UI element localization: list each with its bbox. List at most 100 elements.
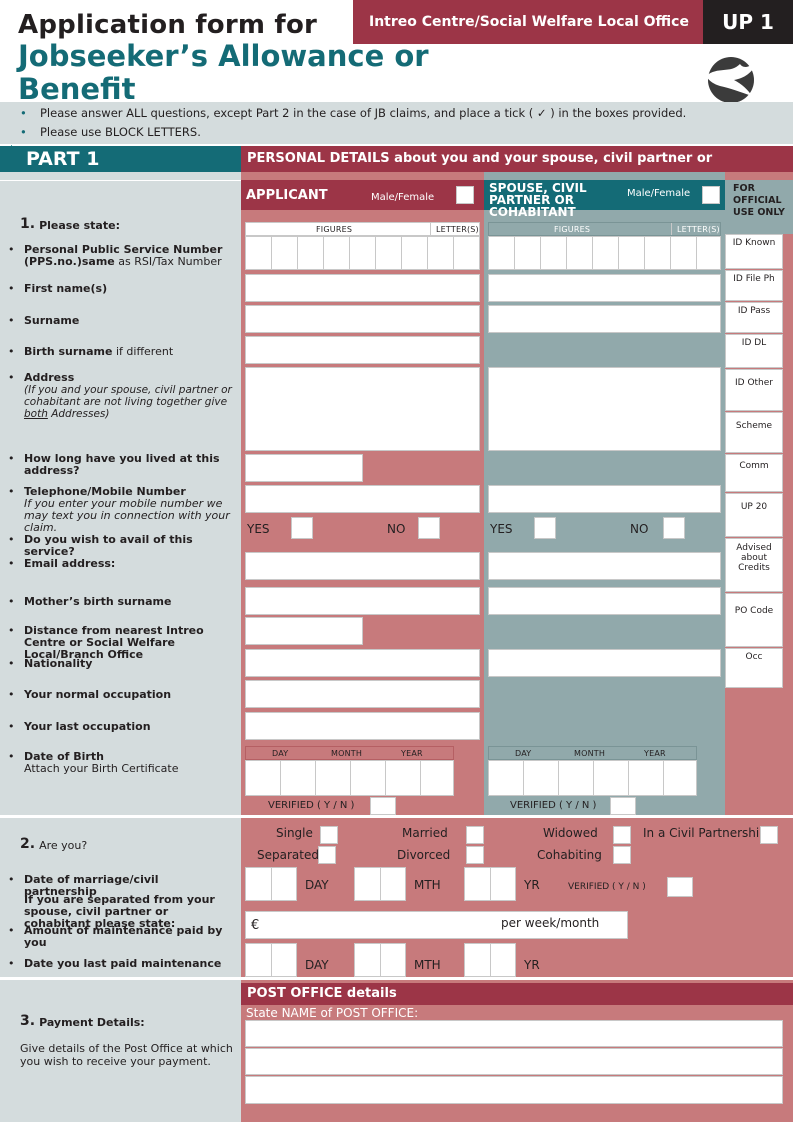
spouse-surname[interactable] xyxy=(488,305,721,333)
applicant-pps-boxes[interactable] xyxy=(245,236,480,270)
cohabiting-checkbox[interactable] xyxy=(613,846,631,864)
label-normal-occupation: • Your normal occupation xyxy=(8,688,172,701)
marriage-month-label: MTH xyxy=(414,878,441,892)
applicant-email[interactable] xyxy=(245,552,480,580)
part1-label: PART 1 xyxy=(0,146,241,172)
spouse-pps-boxes[interactable] xyxy=(488,236,721,270)
applicant-nationality[interactable] xyxy=(245,649,480,677)
maintenance-year-boxes[interactable] xyxy=(464,943,516,977)
applicant-gender-label: Male/Female xyxy=(371,192,435,203)
label-marriage-date: • Date of marriage/civil partnership xyxy=(8,873,159,898)
post-office-name-line3[interactable] xyxy=(245,1076,783,1104)
maintenance-amount-field[interactable]: € per week/month xyxy=(245,911,628,939)
official-advised-credits[interactable]: Advised about Credits xyxy=(725,538,783,592)
label-first-name: • First name(s) xyxy=(8,282,108,295)
spouse-mother-surname[interactable] xyxy=(488,587,721,615)
divorced-checkbox[interactable] xyxy=(466,846,484,864)
applicant-header xyxy=(241,180,484,210)
spouse-gender-label: Male/Female xyxy=(627,188,691,199)
label-surname: • Surname xyxy=(8,314,80,327)
official-id-dl[interactable]: ID DL xyxy=(725,334,783,368)
marriage-year-boxes[interactable] xyxy=(464,867,516,901)
label-last-occupation: • Your last occupation xyxy=(8,720,151,733)
applicant-no-label: NO xyxy=(387,522,406,536)
spouse-email[interactable] xyxy=(488,552,721,580)
marriage-month-boxes[interactable] xyxy=(354,867,406,901)
applicant-birth-surname[interactable] xyxy=(245,336,480,364)
widowed-label: Widowed xyxy=(543,826,598,840)
official-scheme[interactable]: Scheme xyxy=(725,412,783,453)
label-pps: • Personal Public Service Number (PPS.no.… xyxy=(8,243,223,268)
official-id-known[interactable]: ID Known xyxy=(725,234,783,269)
civil-partnership-checkbox[interactable] xyxy=(760,826,778,844)
q1-heading: 1. Please state: xyxy=(20,216,120,232)
spouse-dob-boxes[interactable] xyxy=(488,760,697,796)
spouse-gender-box[interactable] xyxy=(702,186,720,204)
spouse-verified-box[interactable] xyxy=(610,797,636,815)
official-comm[interactable]: Comm xyxy=(725,454,783,492)
applicant-verified-box[interactable] xyxy=(370,797,396,815)
separated-checkbox[interactable] xyxy=(318,846,336,864)
spouse-pps-header: FIGURES LETTER(S) xyxy=(488,222,721,236)
marriage-day-label: DAY xyxy=(305,878,329,892)
maintenance-day-label: DAY xyxy=(305,958,329,972)
post-office-name-line1[interactable] xyxy=(245,1020,783,1047)
department-logo xyxy=(700,52,762,104)
label-avail: • Do you wish to avail of this service? xyxy=(8,533,193,558)
applicant-surname[interactable] xyxy=(245,305,480,333)
official-up20[interactable]: UP 20 xyxy=(725,493,783,537)
label-how-long: • How long have you lived at this address… xyxy=(8,452,220,477)
official-id-pass[interactable]: ID Pass xyxy=(725,302,783,333)
office-banner: Intreo Centre/Social Welfare Local Offic… xyxy=(353,0,703,44)
post-office-name-line2[interactable] xyxy=(245,1048,783,1075)
maintenance-year-label: YR xyxy=(524,958,540,972)
question-column xyxy=(0,172,241,1122)
spouse-nationality[interactable] xyxy=(488,649,721,677)
spouse-verified-label: VERIFIED ( Y / N ) xyxy=(510,800,597,811)
official-po-code[interactable]: PO Code xyxy=(725,593,783,647)
part1-heading: PERSONAL DETAILS about you and your spou… xyxy=(241,146,793,192)
widowed-checkbox[interactable] xyxy=(613,826,631,844)
single-label: Single xyxy=(276,826,313,840)
marriage-day-boxes[interactable] xyxy=(245,867,297,901)
applicant-how-long[interactable] xyxy=(245,454,363,482)
married-checkbox[interactable] xyxy=(466,826,484,844)
spouse-first-name[interactable] xyxy=(488,274,721,302)
applicant-first-name[interactable] xyxy=(245,274,480,302)
spouse-yes-label: YES xyxy=(490,522,513,536)
spouse-address[interactable] xyxy=(488,367,721,451)
applicant-last-occupation[interactable] xyxy=(245,712,480,740)
applicant-address[interactable] xyxy=(245,367,480,451)
applicant-yes-box[interactable] xyxy=(291,517,313,539)
single-checkbox[interactable] xyxy=(320,826,338,844)
currency-symbol: € xyxy=(251,918,260,933)
official-id-other[interactable]: ID Other xyxy=(725,369,783,411)
applicant-no-box[interactable] xyxy=(418,517,440,539)
applicant-yes-label: YES xyxy=(247,522,270,536)
label-email: • Email address: xyxy=(8,557,116,570)
applicant-distance[interactable] xyxy=(245,617,363,645)
maintenance-day-boxes[interactable] xyxy=(245,943,297,977)
marriage-verified-label: VERIFIED ( Y / N ) xyxy=(568,882,646,892)
official-id-file-ph[interactable]: ID File Ph xyxy=(725,270,783,301)
q3-heading: 3. Payment Details: xyxy=(20,1013,145,1029)
applicant-normal-occupation[interactable] xyxy=(245,680,480,708)
applicant-dob-boxes[interactable] xyxy=(245,760,454,796)
label-distance: • Distance from nearest Intreo Centre or … xyxy=(8,624,204,661)
spouse-telephone[interactable] xyxy=(488,485,721,513)
spouse-no-label: NO xyxy=(630,522,649,536)
marriage-verified-box[interactable] xyxy=(667,877,693,897)
official-occ[interactable]: Occ xyxy=(725,648,783,688)
applicant-mother-surname[interactable] xyxy=(245,587,480,615)
married-label: Married xyxy=(402,826,448,840)
marriage-year-label: YR xyxy=(524,878,540,892)
spouse-no-box[interactable] xyxy=(663,517,685,539)
label-separated-note: If you are separated from your spouse, c… xyxy=(24,893,215,930)
applicant-gender-box[interactable] xyxy=(456,186,474,204)
post-office-name-label: State NAME of POST OFFICE: xyxy=(246,1006,419,1020)
maintenance-month-boxes[interactable] xyxy=(354,943,406,977)
per-week-month-label: per week/month xyxy=(501,916,600,930)
applicant-telephone[interactable] xyxy=(245,485,480,513)
spouse-yes-box[interactable] xyxy=(534,517,556,539)
instruction-1: • Please answer ALL questions, except Par… xyxy=(20,106,687,120)
